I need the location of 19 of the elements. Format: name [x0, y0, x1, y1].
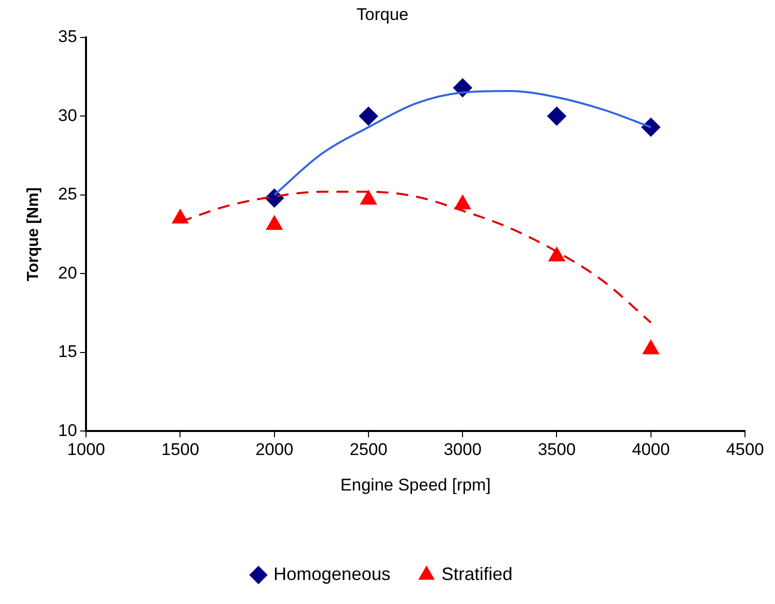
- x-tick-label: 2000: [255, 440, 294, 460]
- chart-title: Torque: [356, 4, 408, 24]
- x-tick-label: 3500: [538, 440, 576, 460]
- legend-label: Homogeneous: [273, 564, 391, 584]
- x-tick-label: 1000: [67, 440, 106, 460]
- legend-label: Stratified: [442, 564, 513, 584]
- y-tick-label: 25: [58, 184, 78, 204]
- x-tick-label: 4500: [726, 440, 764, 460]
- x-tick-label: 4000: [632, 440, 670, 460]
- y-tick-label: 10: [58, 420, 78, 440]
- y-tick-label: 35: [58, 27, 78, 46]
- y-tick-label: 15: [58, 342, 78, 362]
- x-tick-label: 1500: [161, 440, 200, 460]
- x-tick-label: 3000: [444, 440, 482, 460]
- y-axis-title: Torque [Nm]: [25, 187, 42, 282]
- y-tick-label: 20: [58, 263, 78, 282]
- x-tick-label: 2500: [350, 440, 388, 460]
- y-tick-label: 30: [58, 106, 78, 125]
- x-axis-title: Engine Speed [rpm]: [340, 475, 491, 494]
